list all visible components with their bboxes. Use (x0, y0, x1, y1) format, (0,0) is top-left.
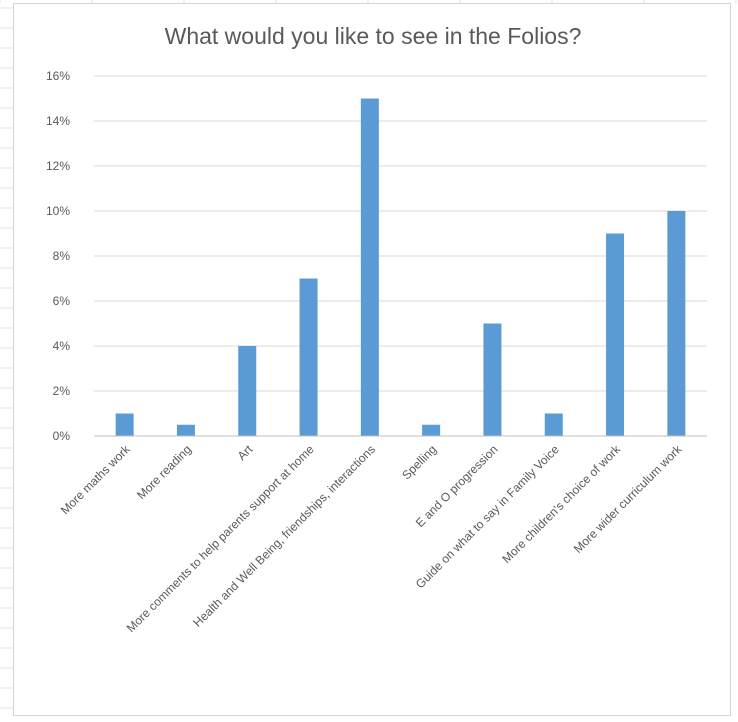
x-tick-label: More maths work (58, 442, 134, 518)
x-tick-label: Spelling (399, 442, 439, 482)
bar (422, 424, 441, 436)
bar-series (115, 98, 686, 436)
x-tick-label: More reading (134, 442, 194, 502)
bar (667, 211, 686, 436)
bar (238, 346, 257, 436)
chart-title: What would you like to see in the Folios… (165, 23, 582, 49)
y-tick-label: 2% (53, 384, 71, 398)
bar-chart: What would you like to see in the Folios… (46, 23, 707, 636)
y-tick-label: 10% (46, 204, 70, 218)
y-axis-tick-labels: 0% 2% 4% 6% 8% 10% 12% 14% 16% (46, 69, 70, 443)
bar (176, 424, 195, 436)
chart-area[interactable]: What would you like to see in the Folios… (13, 3, 731, 716)
bar (606, 233, 625, 436)
y-tick-label: 8% (53, 249, 71, 263)
y-tick-label: 4% (53, 339, 71, 353)
bar (544, 413, 563, 436)
x-tick-label: More children's choice of work (499, 442, 623, 566)
bar (115, 413, 134, 436)
y-tick-label: 0% (53, 429, 71, 443)
y-tick-label: 14% (46, 114, 70, 128)
y-tick-label: 6% (53, 294, 71, 308)
x-tick-label: More wider curriculum work (571, 442, 685, 556)
bar (483, 323, 502, 436)
y-tick-label: 12% (46, 159, 70, 173)
bar (299, 278, 318, 436)
gridlines (94, 75, 707, 392)
bar (360, 98, 379, 436)
y-tick-label: 16% (46, 69, 70, 83)
x-tick-label: Art (235, 442, 256, 463)
